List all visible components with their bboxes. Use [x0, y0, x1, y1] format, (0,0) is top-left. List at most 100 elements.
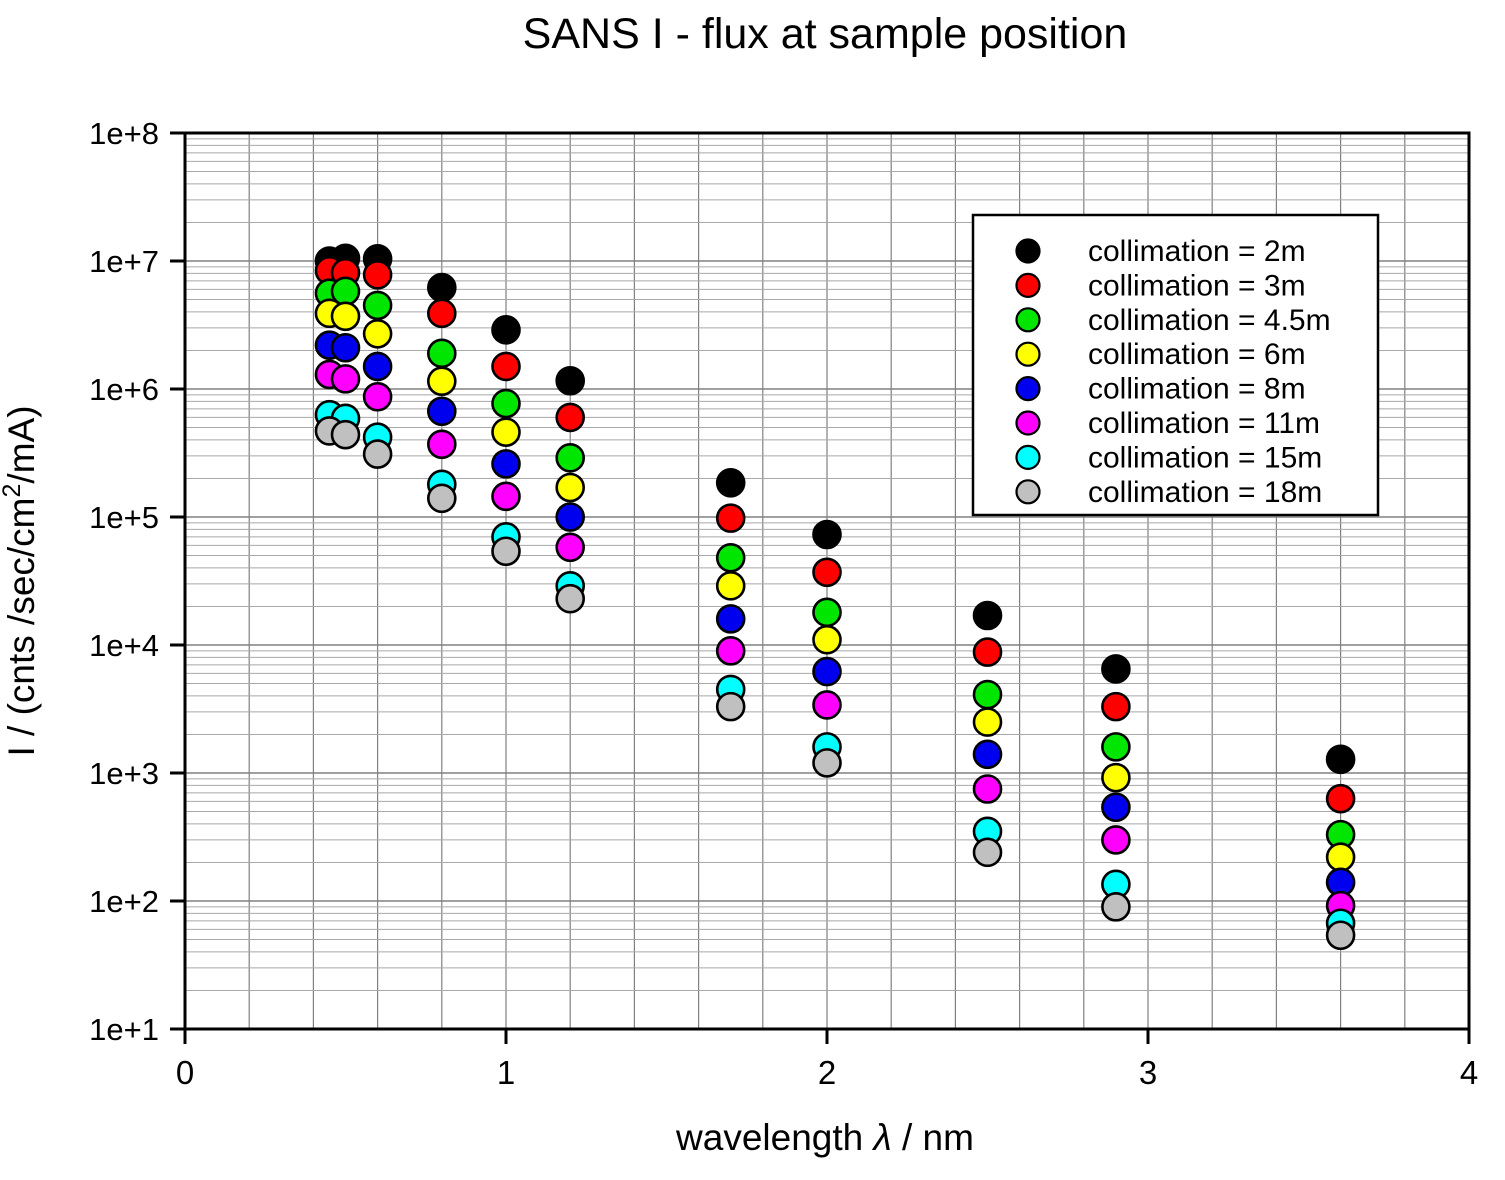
data-point: collimation = 11m: λ=1.2 nm, I=58000: [555, 532, 586, 563]
y-tick-label: 1e+5: [89, 500, 159, 535]
axis-ticks: [170, 131, 1471, 1044]
data-series: collimation = 2m: λ=0.45 nm, I=10000000c…: [314, 243, 1356, 951]
data-point: collimation = 8m: λ=1.7 nm, I=16000: [715, 604, 746, 634]
data-point: collimation = 2m: λ=2.9 nm, I=6500: [1101, 654, 1131, 684]
y-tick-label: 1e+2: [89, 884, 159, 919]
legend-marker: [1015, 376, 1041, 402]
x-axis-label: wavelength λ / nm: [675, 1117, 974, 1158]
data-point: collimation = 3m: λ=1 nm, I=1500000: [491, 351, 521, 382]
legend-marker: [1015, 444, 1041, 470]
data-point: collimation = 6m: λ=2 nm, I=11000: [812, 624, 842, 655]
data-point: collimation = 11m: λ=1.7 nm, I=9000: [715, 636, 746, 666]
y-tick-label: 1e+7: [89, 244, 159, 279]
data-point: collimation = 6m: λ=0.5 nm, I=3700000: [330, 301, 361, 332]
series-11m: collimation = 11m: λ=0.45 nm, I=1300000c…: [314, 359, 1356, 921]
data-point: collimation = 8m: λ=0.8 nm, I=670000: [426, 396, 457, 427]
x-tick-label: 1: [497, 1054, 515, 1091]
data-point: collimation = 8m: λ=2.9 nm, I=540: [1101, 792, 1131, 823]
data-point: collimation = 18m: λ=0.6 nm, I=310000: [362, 439, 393, 469]
data-point: collimation = 4.5m: λ=0.8 nm, I=1900000: [426, 338, 457, 369]
data-point: collimation = 18m: λ=2 nm, I=1200: [812, 748, 842, 778]
legend-marker: [1015, 272, 1041, 298]
data-point: collimation = 3m: λ=1.2 nm, I=600000: [555, 402, 586, 433]
legend-marker: [1015, 238, 1041, 264]
legend-label: collimation = 6m: [1088, 338, 1306, 371]
data-point: collimation = 4.5m: λ=1.2 nm, I=290000: [555, 443, 586, 473]
y-axis-label: I / (cnts /sec/cm2/mA): [0, 405, 42, 756]
data-point: collimation = 2m: λ=2.5 nm, I=17000: [972, 600, 1003, 631]
data-point: collimation = 6m: λ=0.6 nm, I=2700000: [362, 318, 393, 349]
data-point: collimation = 8m: λ=0.6 nm, I=1500000: [362, 351, 393, 382]
data-point: collimation = 4.5m: λ=2.9 nm, I=1600: [1101, 732, 1131, 762]
y-tick-label: 1e+8: [89, 116, 159, 151]
data-point: collimation = 3m: λ=2.5 nm, I=8800: [972, 637, 1003, 667]
legend-label: collimation = 18m: [1088, 476, 1322, 509]
legend-marker: [1015, 479, 1041, 505]
series-8m: collimation = 8m: λ=0.45 nm, I=2200000co…: [314, 330, 1356, 898]
series-18m: collimation = 18m: λ=0.45 nm, I=470000co…: [314, 416, 1356, 951]
y-tick-label: 1e+3: [89, 756, 159, 791]
data-point: collimation = 3m: λ=0.8 nm, I=3900000: [426, 298, 457, 329]
data-point: collimation = 2m: λ=1.2 nm, I=1160000: [555, 365, 586, 396]
legend-label: collimation = 4.5m: [1088, 304, 1331, 337]
data-point: collimation = 8m: λ=1.2 nm, I=100000: [555, 502, 586, 532]
legend-label: collimation = 3m: [1088, 269, 1306, 302]
data-point: collimation = 11m: λ=2.9 nm, I=300: [1101, 825, 1131, 855]
data-point: collimation = 4.5m: λ=2 nm, I=18000: [812, 597, 842, 628]
data-point: collimation = 2m: λ=1 nm, I=2900000: [491, 315, 521, 345]
data-point: collimation = 18m: λ=1.2 nm, I=23000: [555, 583, 586, 614]
legend-marker: [1015, 410, 1041, 436]
series-6m: collimation = 6m: λ=0.45 nm, I=3900000co…: [314, 298, 1356, 872]
data-point: collimation = 11m: λ=2 nm, I=3400: [812, 690, 842, 720]
data-point: collimation = 3m: λ=2 nm, I=37000: [812, 557, 842, 588]
data-point: collimation = 18m: λ=0.8 nm, I=140000: [426, 483, 457, 514]
legend-marker: [1015, 341, 1041, 367]
legend-label: collimation = 2m: [1088, 235, 1306, 268]
chart-title: SANS I - flux at sample position: [523, 10, 1128, 58]
data-point: collimation = 11m: λ=0.8 nm, I=370000: [426, 429, 457, 460]
tick-labels: 1e+8 1e+7 1e+6 1e+5 1e+4 1e+3 1e+2 1e+1 0 1 2 3 4: [89, 116, 1478, 1091]
legend-box: [971, 213, 1380, 517]
legend-marker: [1015, 307, 1041, 333]
data-point: collimation = 8m: λ=0.5 nm, I=2100000: [330, 332, 361, 363]
data-point: collimation = 11m: λ=0.5 nm, I=1200000: [330, 364, 361, 394]
legend-label: collimation = 8m: [1088, 373, 1306, 406]
data-point: collimation = 11m: λ=1 nm, I=145000: [491, 481, 521, 512]
x-tick-label: 4: [1460, 1054, 1478, 1091]
grid: [185, 133, 1469, 1029]
data-point: collimation = 6m: λ=2.5 nm, I=2500: [972, 707, 1003, 737]
data-point: collimation = 4.5m: λ=2.5 nm, I=4100: [972, 679, 1003, 710]
x-tick-label: 0: [176, 1054, 194, 1091]
data-point: collimation = 18m: λ=1.7 nm, I=3300: [715, 691, 746, 722]
y-tick-label: 1e+1: [89, 1012, 159, 1047]
data-point: collimation = 18m: λ=3.6 nm, I=54: [1325, 920, 1356, 951]
data-point: collimation = 18m: λ=0.5 nm, I=440000: [330, 419, 361, 450]
data-point: collimation = 4.5m: λ=1 nm, I=770000: [491, 388, 521, 419]
data-point: collimation = 18m: λ=1 nm, I=54000: [491, 536, 521, 567]
data-point: collimation = 4.5m: λ=0.6 nm, I=4500000: [362, 290, 393, 321]
data-point: collimation = 11m: λ=0.6 nm, I=870000: [362, 381, 393, 412]
data-point: collimation = 4.5m: λ=1.7 nm, I=48000: [715, 543, 746, 573]
y-tick-label: 1e+4: [89, 628, 159, 663]
data-point: collimation = 2m: λ=2 nm, I=73000: [812, 519, 842, 550]
data-point: collimation = 6m: λ=2.9 nm, I=920: [1101, 762, 1131, 793]
data-point: collimation = 2m: λ=3.6 nm, I=1280: [1325, 744, 1356, 775]
data-point: collimation = 18m: λ=2.9 nm, I=90: [1101, 892, 1131, 922]
data-point: collimation = 8m: λ=1 nm, I=260000: [491, 449, 521, 479]
data-point: collimation = 6m: λ=1.7 nm, I=29000: [715, 571, 746, 601]
data-point: collimation = 11m: λ=2.5 nm, I=750: [972, 774, 1003, 804]
data-point: collimation = 8m: λ=2.5 nm, I=1400: [972, 739, 1003, 770]
data-point: collimation = 3m: λ=0.6 nm, I=7800000: [362, 260, 393, 290]
data-point: collimation = 6m: λ=0.8 nm, I=1150000: [426, 366, 457, 397]
x-tick-label: 3: [1139, 1054, 1157, 1091]
data-point: collimation = 2m: λ=0.8 nm, I=6200000: [426, 272, 457, 303]
data-point: collimation = 6m: λ=1 nm, I=460000: [491, 417, 521, 447]
data-point: collimation = 3m: λ=1.7 nm, I=98000: [715, 503, 746, 533]
data-point: collimation = 2m: λ=1.7 nm, I=185000: [715, 468, 746, 498]
data-point: collimation = 6m: λ=1.2 nm, I=170000: [555, 472, 586, 503]
legend-label: collimation = 15m: [1088, 441, 1322, 474]
